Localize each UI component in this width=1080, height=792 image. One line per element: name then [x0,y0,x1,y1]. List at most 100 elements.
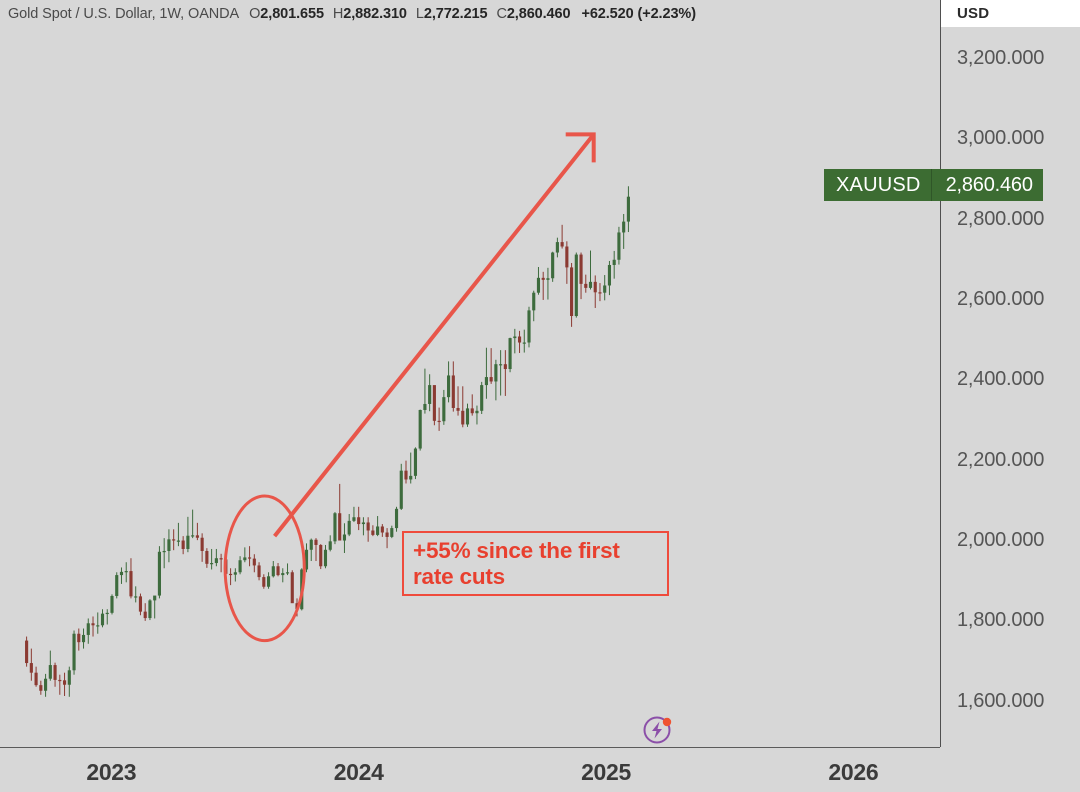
candle-body [86,623,90,635]
candle-body [508,338,512,370]
candle-body [390,528,394,537]
annotation-line-1: +55% since the first [413,538,620,563]
time-tick-label: 2024 [333,759,384,785]
candle-body [309,539,313,550]
candle-body [191,535,195,537]
candle-body [304,549,309,570]
candle-body [598,292,602,294]
candle-body [527,310,531,343]
currency-label-box[interactable]: USD [941,0,1080,27]
candle-body [442,397,446,422]
candle-body [100,613,105,626]
candle-body [176,540,180,542]
candle-body [447,375,451,398]
price-tick-label: 1,600.000 [957,689,1045,712]
ohlc-open-key: O [249,6,261,22]
candle-body [376,526,380,535]
candle-body [167,539,171,551]
candle-body [143,611,147,619]
candle-body [266,576,271,587]
candle-body [499,364,503,366]
candle-body [77,633,81,643]
candle-body [513,336,517,339]
candle-body [475,410,479,414]
candle-body [456,407,460,411]
candle-body [565,246,569,268]
candle-body [532,292,536,311]
candle-body [172,539,176,541]
chart-plot-area[interactable] [0,28,940,747]
candle-body [622,221,626,233]
candle-body [593,281,597,293]
candle-body [210,563,214,565]
time-tick-label: 2026 [828,759,879,785]
candle-body [489,377,493,382]
candle-body [418,409,422,449]
time-tick-label: 2025 [581,759,632,785]
candle-body [413,448,418,476]
ohlc-high-value: 2,882.310 [343,6,407,22]
candle-body [541,277,545,280]
candle-body [39,685,43,691]
candle-body [134,596,138,598]
candle-body [404,470,408,480]
candle-body [480,385,484,411]
candle-body [347,520,351,535]
candle-body [522,342,526,344]
candle-body [285,572,290,574]
candle-body [357,517,361,525]
candle-body [380,526,384,533]
candle-body [48,665,52,679]
candle-body [574,254,578,317]
candle-body [333,513,337,542]
candle-body [248,557,252,559]
candle-body [432,385,436,421]
candle-body [157,551,161,596]
candle-body [555,242,559,253]
price-tick-label: 3,000.000 [957,127,1045,150]
current-price-badge[interactable]: XAUUSD 2,860.460 [824,169,1043,201]
candle-body [314,539,318,545]
candle-body [214,558,218,564]
candle-body [494,364,498,382]
currency-label: USD [957,5,990,22]
price-scale-divider [940,0,941,747]
candle-body [29,663,33,673]
chart-legend: Gold Spot / U.S. Dollar, 1W, OANDA O 2,8… [8,4,696,24]
ohlc-open: O 2,801.655 [249,6,324,22]
ohlc-high-key: H [332,6,344,22]
candle-body [238,560,242,573]
candle-body [162,550,166,553]
symbol-description[interactable]: Gold Spot / U.S. Dollar, 1W, OANDA [8,6,240,22]
price-tick-label: 2,000.000 [957,529,1045,552]
candle-body [91,623,95,626]
price-tick-label: 2,800.000 [957,207,1045,230]
candle-body [181,540,185,549]
candle-body [342,534,347,541]
candle-body [53,665,57,680]
candle-body [81,634,86,643]
candle-body [371,530,375,535]
candle-body [105,612,109,615]
candle-body [205,550,209,564]
rate-cut-ellipse-annotation[interactable] [223,494,306,643]
time-scale-divider [0,747,940,748]
price-tick-label: 2,200.000 [957,448,1045,471]
candle-body [352,517,356,521]
candle-body [72,633,76,671]
candle-body [612,259,616,265]
candle-body [252,558,256,566]
ohlc-high: H 2,882.310 [333,6,407,22]
price-scale[interactable]: USD 3,200.000 3,000.000 2,800.000 2,600.000… [941,0,1080,792]
candle-body [281,573,285,576]
uptrend-arrow-line[interactable] [273,133,596,538]
candle-body [546,278,550,280]
annotation-textbox[interactable]: +55% since the first rate cuts [402,531,669,596]
candle-body [276,566,280,576]
candle-body [385,532,389,537]
uptrend-arrow-head-icon [565,132,596,163]
candle-body [603,285,607,293]
candle-body [62,680,67,685]
candle-body [153,595,157,601]
time-scale[interactable]: 2023 2024 2025 2026 [0,748,940,792]
